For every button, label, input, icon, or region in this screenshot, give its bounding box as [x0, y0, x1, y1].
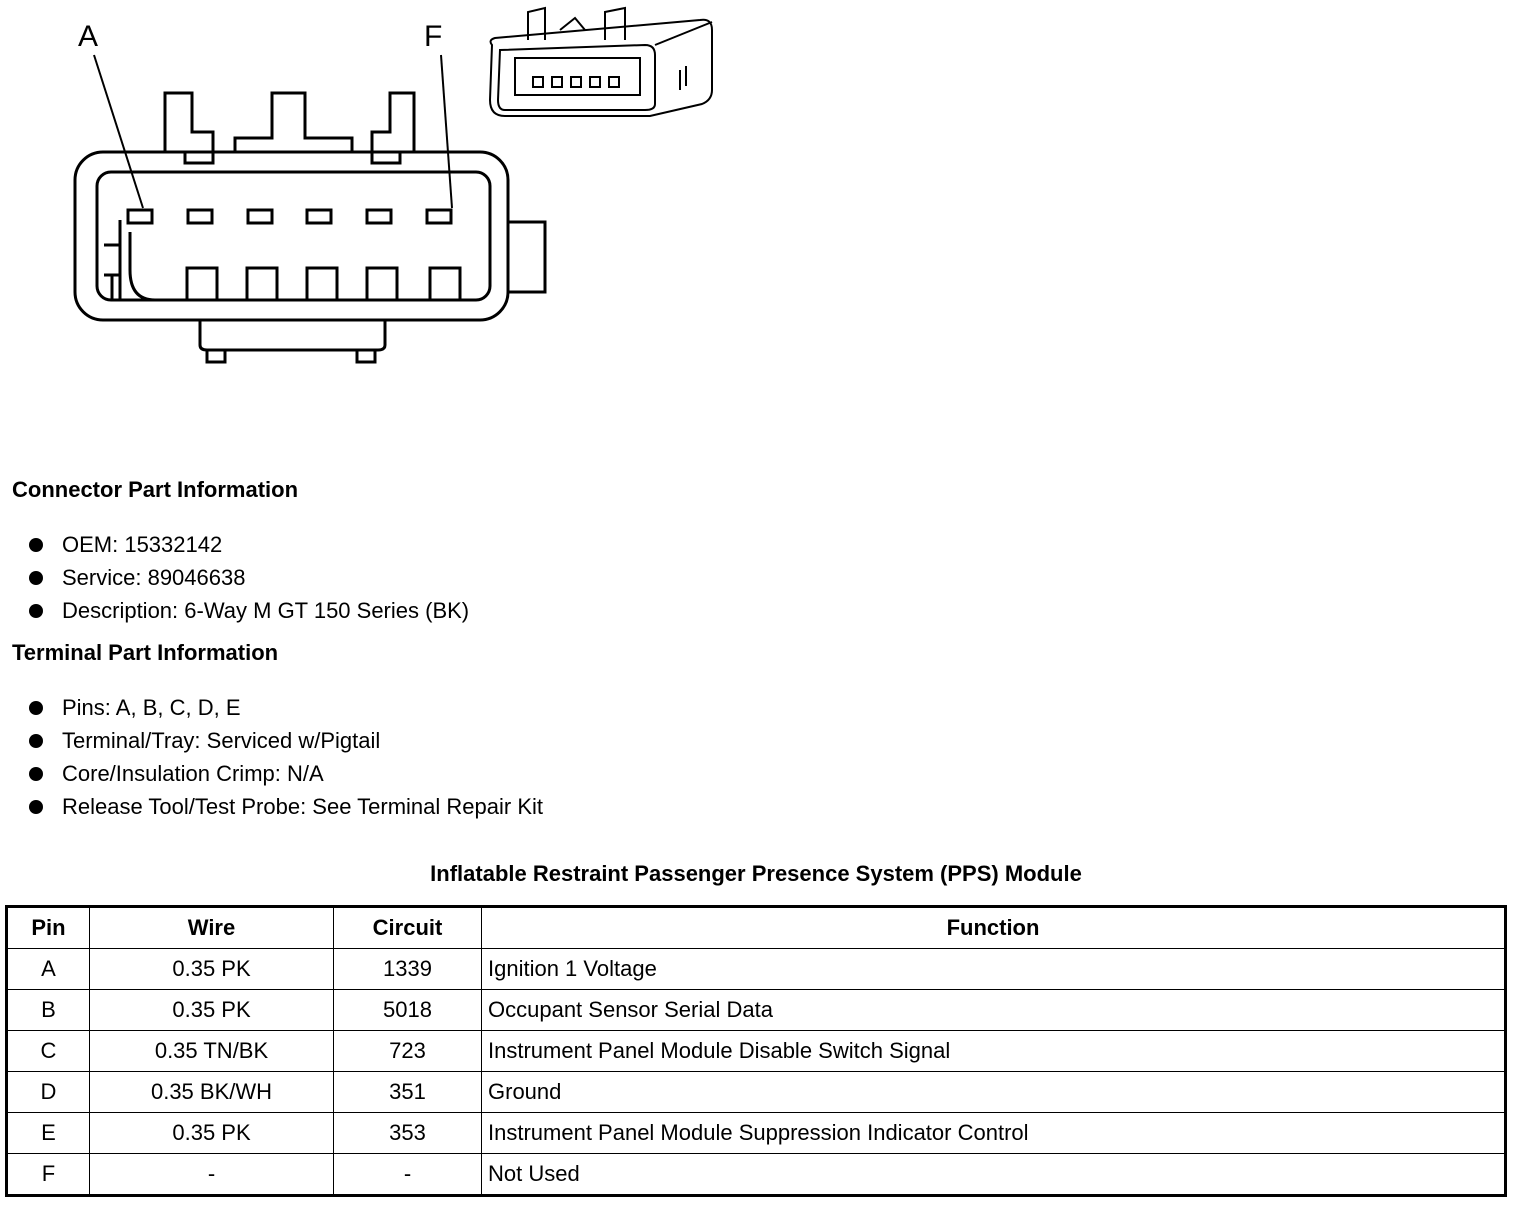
callout-line-f — [440, 54, 453, 209]
list-item: Release Tool/Test Probe: See Terminal Re… — [0, 790, 543, 823]
bullet-icon — [29, 734, 43, 748]
cavity-row-bottom — [185, 266, 462, 302]
table-title: Inflatable Restraint Passenger Presence … — [430, 861, 1082, 886]
table-row: D 0.35 BK/WH 351 Ground — [6, 1071, 1506, 1113]
list-item: Core/Insulation Crimp: N/A — [0, 757, 543, 790]
cell-circuit: 723 — [333, 1030, 482, 1072]
header-wire: Wire — [89, 906, 334, 949]
cell-circuit: 353 — [333, 1112, 482, 1154]
connector-part-list: OEM: 15332142 Service: 89046638 Descript… — [0, 528, 469, 627]
callout-a: A — [78, 20, 98, 53]
bullet-icon — [29, 800, 43, 814]
cell-pin: C — [6, 1030, 90, 1072]
bullet-icon — [29, 538, 43, 552]
cell-function: Instrument Panel Module Disable Switch S… — [481, 1030, 1506, 1072]
callout-line-a — [93, 54, 144, 209]
cell-function: Occupant Sensor Serial Data — [481, 989, 1506, 1031]
cell-wire: 0.35 PK — [89, 989, 334, 1031]
cell-circuit: 1339 — [333, 948, 482, 990]
cell-pin: D — [6, 1071, 90, 1113]
bullet-icon — [29, 571, 43, 585]
cavity-row-top — [126, 208, 453, 225]
pinout-table: Pin Wire Circuit Function A 0.35 PK 1339 Ig… — [5, 905, 1507, 1197]
cell-wire: - — [89, 1153, 334, 1196]
callout-f: F — [424, 20, 442, 53]
cell-circuit: 351 — [333, 1071, 482, 1113]
connector-face-diagram: A F — [73, 6, 713, 364]
connector-isometric-view — [488, 6, 713, 117]
list-item: Pins: A, B, C, D, E — [0, 691, 543, 724]
list-item: Service: 89046638 — [0, 561, 469, 594]
cell-function: Ignition 1 Voltage — [481, 948, 1506, 990]
cell-function: Not Used — [481, 1153, 1506, 1196]
terminal-part-list: Pins: A, B, C, D, E Terminal/Tray: Servi… — [0, 691, 543, 823]
cell-circuit: - — [333, 1153, 482, 1196]
table-row: C 0.35 TN/BK 723 Instrument Panel Module Di… — [6, 1030, 1506, 1072]
cell-pin: A — [6, 948, 90, 990]
table-row: A 0.35 PK 1339 Ignition 1 Voltage — [6, 948, 1506, 990]
cell-wire: 0.35 PK — [89, 948, 334, 990]
table-row: F - - Not Used — [6, 1153, 1506, 1196]
list-item: OEM: 15332142 — [0, 528, 469, 561]
table-row: E 0.35 PK 353 Instrument Panel Module Suppr… — [6, 1112, 1506, 1154]
header-function: Function — [481, 906, 1506, 949]
cell-wire: 0.35 PK — [89, 1112, 334, 1154]
cell-function: Instrument Panel Module Suppression Indi… — [481, 1112, 1506, 1154]
terminal-part-heading: Terminal Part Information — [12, 640, 279, 665]
cell-pin: B — [6, 989, 90, 1031]
cell-wire: 0.35 BK/WH — [89, 1071, 334, 1113]
header-pin: Pin — [6, 906, 90, 949]
bullet-icon — [29, 701, 43, 715]
list-item: Description: 6-Way M GT 150 Series (BK) — [0, 594, 469, 627]
cell-pin: E — [6, 1112, 90, 1154]
bullet-icon — [29, 604, 43, 618]
cell-circuit: 5018 — [333, 989, 482, 1031]
table-header-row: Pin Wire Circuit Function — [6, 906, 1506, 949]
cell-wire: 0.35 TN/BK — [89, 1030, 334, 1072]
connector-part-heading: Connector Part Information — [12, 477, 299, 502]
cell-function: Ground — [481, 1071, 1506, 1113]
header-circuit: Circuit — [333, 906, 482, 949]
list-item: Terminal/Tray: Serviced w/Pigtail — [0, 724, 543, 757]
cell-pin: F — [6, 1153, 90, 1196]
table-row: B 0.35 PK 5018 Occupant Sensor Serial Data — [6, 989, 1506, 1031]
bullet-icon — [29, 767, 43, 781]
connector-face-view — [73, 54, 547, 364]
